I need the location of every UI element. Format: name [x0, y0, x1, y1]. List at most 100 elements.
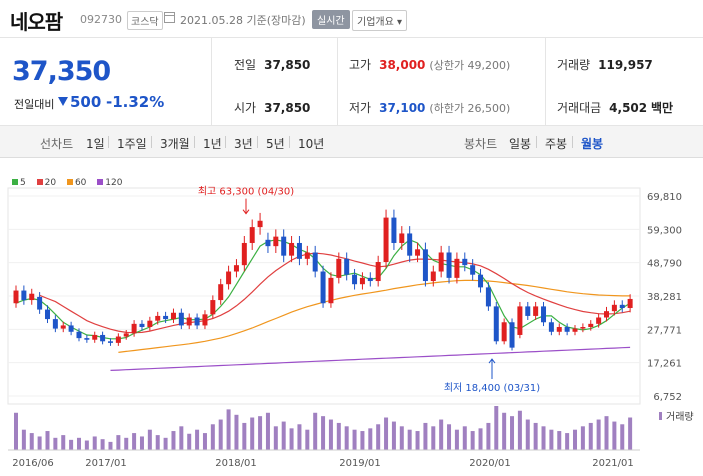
- volume-bar: [628, 417, 633, 450]
- candle-body: [194, 317, 200, 326]
- period-10y[interactable]: 10년: [298, 137, 325, 151]
- candle-body: [548, 322, 554, 332]
- volume-bar: [336, 422, 341, 450]
- down-arrow-icon: [58, 97, 68, 106]
- y-tick-label: 48,790: [647, 259, 682, 270]
- volume-bar: [313, 412, 318, 450]
- candle-body: [399, 233, 405, 243]
- line-chart-label: 선차트: [40, 137, 74, 151]
- volume-bar: [258, 416, 263, 450]
- volume-bar: [494, 406, 499, 450]
- period-3m[interactable]: 3개월: [160, 137, 190, 151]
- volume-bar: [588, 422, 593, 450]
- candle-body: [37, 296, 43, 310]
- volume-bar: [620, 424, 625, 450]
- legend-ma5: 5: [12, 178, 26, 188]
- volume-bar: [163, 437, 168, 450]
- candle-body: [202, 314, 208, 326]
- candle-body: [107, 341, 113, 343]
- candle-body: [493, 306, 499, 342]
- realtime-button[interactable]: 실시간: [312, 10, 350, 29]
- candle-body: [391, 217, 397, 243]
- candle-body: [580, 327, 586, 329]
- candle-body: [241, 242, 247, 266]
- candle-body: [123, 333, 129, 337]
- candle-body: [170, 312, 176, 320]
- volume-bar: [45, 431, 50, 450]
- volume-label: 거래량: [666, 411, 694, 423]
- candle-body: [517, 306, 523, 335]
- candle-body: [52, 319, 58, 329]
- price-summary: 37,350 전일대비 500 -1.32%: [0, 38, 212, 126]
- price-diff: 500: [70, 93, 102, 111]
- legend-ma120: 120: [97, 178, 122, 188]
- stock-chart[interactable]: 5 20 60 120 69,810 59,300 48,790 38,281 27,7…: [0, 170, 703, 476]
- candle-body: [541, 306, 547, 323]
- volume-bar: [462, 426, 467, 450]
- day-low: 저가 37,100 (하한가 26,500): [349, 101, 511, 115]
- candle-body: [509, 322, 515, 348]
- low-marker-arrow: [488, 358, 496, 364]
- x-tick-label: 2021/01: [592, 458, 634, 469]
- candle-monthly[interactable]: 월봉: [581, 137, 604, 151]
- period-1w[interactable]: 1주일: [117, 137, 147, 151]
- volume-bar: [273, 426, 278, 450]
- volume-bar: [517, 410, 522, 450]
- volume-bar: [187, 433, 192, 450]
- company-overview-dropdown[interactable]: 기업개요 ▾: [352, 10, 407, 31]
- stock-code: 092730: [80, 13, 122, 26]
- ma20-line: [39, 252, 631, 334]
- volume-bar: [37, 436, 42, 450]
- volume-bar: [179, 426, 184, 450]
- volume-bar: [289, 428, 294, 450]
- candle-body: [178, 312, 184, 326]
- period-1y[interactable]: 1년: [203, 137, 222, 151]
- candle-body: [367, 277, 373, 282]
- volume-bar: [344, 426, 349, 450]
- ma120-line: [110, 346, 631, 371]
- volume-bar: [486, 422, 491, 450]
- y-tick-label: 38,281: [647, 292, 682, 303]
- volume-bar: [108, 441, 113, 450]
- candle-body: [454, 258, 460, 278]
- calendar-icon: [164, 12, 175, 23]
- price-chart-svg: 69,810 59,300 48,790 38,281 27,771 17,261 6,75…: [7, 186, 694, 469]
- volume-bar: [596, 419, 601, 450]
- candle-body: [29, 293, 35, 301]
- candle-body: [375, 262, 381, 282]
- candle-body: [320, 271, 326, 304]
- candle-weekly[interactable]: 주봉: [545, 137, 568, 151]
- volume-bar: [447, 424, 452, 450]
- candle-body: [139, 323, 145, 328]
- candle-body: [596, 317, 602, 324]
- volume-bar: [391, 421, 396, 450]
- stats-panel: 전일 37,850 고가 38,000 (상한가 49,200) 거래량 119,957…: [212, 38, 703, 126]
- candle-chart-label: 봉차트: [464, 137, 498, 151]
- candle-daily[interactable]: 일봉: [509, 137, 532, 151]
- volume-bar: [265, 412, 270, 450]
- candle-body: [155, 315, 161, 321]
- candle-body: [485, 287, 491, 307]
- period-5y[interactable]: 5년: [266, 137, 285, 151]
- candle-body: [273, 236, 279, 247]
- candle-body: [131, 323, 137, 334]
- volume-bar: [478, 428, 483, 450]
- candle-body: [462, 258, 468, 266]
- volume-bar: [399, 426, 404, 450]
- volume-bar: [525, 419, 530, 450]
- candle-body: [186, 317, 192, 326]
- volume-bar: [502, 412, 507, 450]
- period-3y[interactable]: 3년: [234, 137, 253, 151]
- x-tick-label: 2016/06: [12, 458, 54, 469]
- volume-bar: [29, 433, 34, 450]
- candle-body: [415, 249, 421, 256]
- volume-bar: [250, 417, 255, 450]
- volume-bar: [297, 424, 302, 450]
- x-tick-label: 2019/01: [339, 458, 381, 469]
- volume-bar: [384, 417, 389, 450]
- x-tick-label: 2017/01: [85, 458, 127, 469]
- volume-bar: [321, 416, 326, 450]
- candle-body: [265, 239, 271, 247]
- candle-body: [556, 327, 562, 332]
- period-1d[interactable]: 1일: [86, 137, 105, 151]
